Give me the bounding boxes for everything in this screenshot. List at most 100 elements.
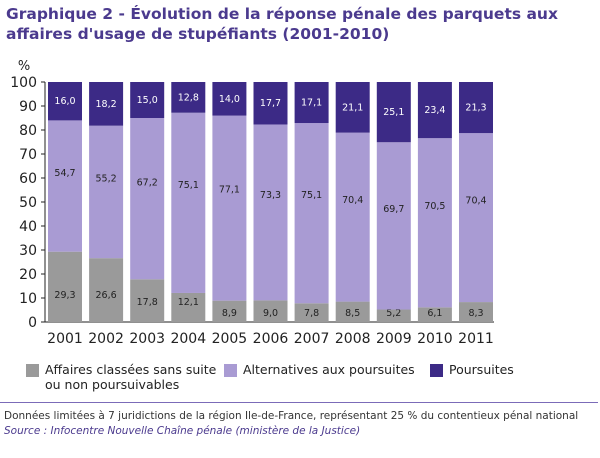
bar-alternatives [89, 125, 124, 259]
data-label-poursuites: 12,8 [178, 92, 199, 103]
y-tick-label: 100 [10, 75, 37, 91]
data-label-classees: 8,3 [468, 308, 483, 319]
data-label-poursuites: 25,1 [383, 107, 404, 118]
legend-swatch-classees [26, 364, 39, 377]
data-label-poursuites: 23,4 [424, 105, 445, 116]
data-label-poursuites: 15,0 [137, 95, 158, 106]
bar-poursuites [253, 82, 288, 125]
y-tick-label: 20 [19, 267, 37, 283]
data-label-alternatives: 75,1 [301, 190, 322, 201]
data-label-classees: 5,2 [386, 308, 401, 319]
bar-poursuites [89, 82, 124, 126]
bar-classees [89, 258, 124, 322]
bar-classees [417, 307, 452, 322]
data-label-poursuites: 14,0 [219, 94, 240, 105]
x-tick-label: 2006 [253, 331, 289, 347]
bar-alternatives [212, 115, 247, 301]
x-tick-label: 2004 [170, 331, 206, 347]
data-label-poursuites: 17,7 [260, 98, 281, 109]
data-label-poursuites: 17,1 [301, 98, 322, 109]
y-tick-label: 10 [19, 291, 37, 307]
divider [0, 402, 598, 403]
x-tick-label: 2005 [212, 331, 248, 347]
data-label-classees: 9,0 [263, 308, 278, 319]
bar-classees [459, 302, 493, 322]
y-tick-label: 50 [19, 195, 37, 211]
data-label-classees: 8,5 [345, 308, 360, 319]
bar-alternatives [417, 138, 452, 308]
bar-classees [212, 300, 247, 322]
data-label-alternatives: 70,5 [424, 201, 445, 212]
legend-label-classees: Affaires classées sans suite ou non pour… [45, 362, 217, 392]
data-label-alternatives: 73,3 [260, 190, 281, 201]
bar-alternatives [294, 123, 329, 304]
data-label-alternatives: 55,2 [96, 174, 117, 185]
bar-alternatives [171, 112, 206, 293]
x-tick-label: 2009 [376, 331, 412, 347]
x-tick-label: 2003 [129, 331, 165, 347]
legend-swatch-poursuites [430, 364, 443, 377]
bar-poursuites [48, 82, 82, 121]
legend: Affaires classées sans suite ou non pour… [0, 362, 600, 392]
y-tick-label: 90 [19, 99, 37, 115]
legend-item-alternatives: Alternatives aux poursuites [224, 362, 415, 377]
bar-classees [253, 300, 288, 322]
x-tick-label: 2010 [417, 331, 453, 347]
bar-classees [335, 301, 370, 322]
data-label-alternatives: 75,1 [178, 180, 199, 191]
bar-poursuites [417, 82, 452, 139]
data-label-poursuites: 18,2 [96, 99, 117, 110]
bar-alternatives [253, 124, 288, 301]
chart-title: Graphique 2 - Évolution de la réponse pé… [6, 5, 558, 43]
data-label-classees: 12,1 [178, 297, 199, 308]
data-label-poursuites: 16,0 [54, 96, 75, 107]
legend-label-alternatives: Alternatives aux poursuites [243, 362, 415, 377]
legend-swatch-alternatives [224, 364, 237, 377]
footnote: Données limitées à 7 juridictions de la … [4, 410, 579, 422]
data-label-alternatives: 70,4 [465, 196, 486, 207]
bar-poursuites [376, 82, 411, 143]
data-label-poursuites: 21,1 [342, 102, 363, 113]
source-note: Source : Infocentre Nouvelle Chaîne péna… [4, 425, 361, 437]
bar-classees [130, 279, 165, 322]
data-label-classees: 8,9 [222, 308, 237, 319]
data-label-alternatives: 54,7 [54, 168, 75, 179]
data-label-classees: 29,3 [54, 290, 75, 301]
bar-alternatives [335, 132, 370, 302]
data-label-alternatives: 67,2 [137, 178, 158, 189]
bar-alternatives [130, 118, 165, 280]
data-label-alternatives: 69,7 [383, 204, 404, 215]
legend-item-classees: Affaires classées sans suite ou non pour… [26, 362, 216, 392]
bar-classees [171, 292, 206, 322]
bar-poursuites [130, 82, 165, 118]
data-label-classees: 17,8 [137, 297, 158, 308]
bar-alternatives [48, 120, 82, 252]
x-tick-label: 2007 [294, 331, 330, 347]
y-tick-label: 60 [19, 171, 37, 187]
x-tick-label: 2002 [88, 331, 124, 347]
bar-classees [48, 251, 82, 322]
y-axis-label: % [18, 59, 30, 74]
x-tick-label: 2011 [458, 331, 494, 347]
data-label-classees: 7,8 [304, 308, 319, 319]
x-tick-label: 2008 [335, 331, 371, 347]
bar-poursuites [212, 82, 247, 116]
y-tick-label: 40 [19, 219, 37, 235]
y-tick-label: 80 [19, 123, 37, 139]
bar-poursuites [171, 82, 206, 113]
bar-classees [376, 309, 411, 322]
legend-label-poursuites: Poursuites [449, 362, 514, 377]
data-label-alternatives: 77,1 [219, 185, 240, 196]
bar-poursuites [335, 82, 370, 133]
stacked-bar-chart: 0 10 20 30 40 50 60 70 80 90 100% 29,3 54,7 16,0 2001 2… [10, 59, 494, 347]
data-label-classees: 26,6 [96, 290, 117, 301]
data-label-poursuites: 21,3 [465, 103, 486, 114]
y-tick-label: 70 [19, 147, 37, 163]
bar-classees [294, 303, 329, 322]
bar-poursuites [459, 82, 493, 134]
legend-item-poursuites: Poursuites [430, 362, 514, 377]
bar-poursuites [294, 82, 329, 124]
data-label-classees: 6,1 [427, 308, 442, 319]
y-tick-label: 30 [19, 243, 37, 259]
y-tick-label: 0 [28, 315, 37, 331]
